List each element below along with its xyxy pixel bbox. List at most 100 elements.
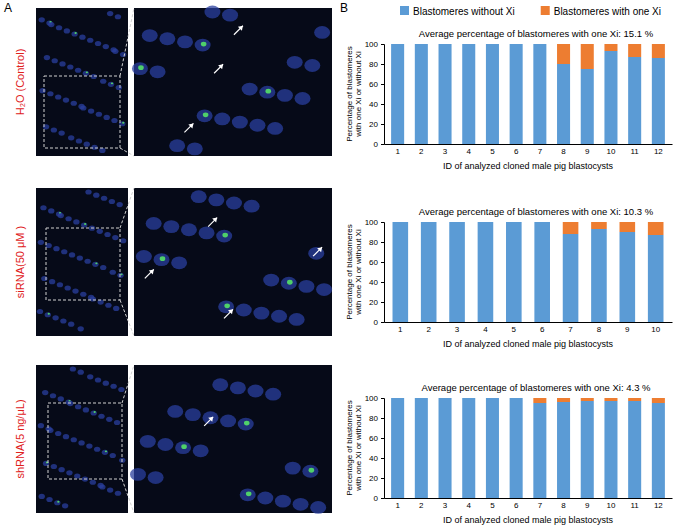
- nucleus: [97, 229, 103, 234]
- nucleus: [74, 473, 80, 478]
- nucleus: [110, 384, 116, 389]
- nucleus: [105, 303, 111, 308]
- nucleus: [191, 190, 207, 203]
- bar: [557, 398, 570, 402]
- x-tick-group: 9: [625, 322, 630, 334]
- bar: [591, 229, 607, 322]
- nucleus: [72, 289, 78, 294]
- bar: [620, 232, 636, 322]
- chart-title: Average percentage of blastomeres with o…: [419, 206, 654, 217]
- bar: [439, 44, 452, 144]
- bar: [486, 44, 499, 45]
- y-tick-label: 100: [365, 40, 379, 49]
- x-tick-label: 7: [538, 501, 543, 510]
- nucleus: [117, 273, 123, 278]
- x-tick-label: 5: [490, 147, 495, 156]
- bar: [449, 222, 465, 223]
- zoom-connector: [120, 148, 134, 156]
- y-tick-group: 40: [369, 278, 384, 287]
- x-tick-label: 11: [631, 501, 640, 510]
- x-tick-label: 12: [654, 501, 663, 510]
- nucleus: [226, 197, 242, 210]
- x-tick-label: 5: [512, 325, 517, 334]
- arrow-head: [149, 269, 154, 274]
- nucleus: [62, 503, 68, 508]
- zoom-connector: [120, 8, 134, 76]
- nucleus: [39, 494, 45, 499]
- arrow-head: [208, 417, 213, 422]
- nucleus: [84, 142, 90, 147]
- nucleus: [90, 410, 96, 415]
- bar: [591, 222, 607, 229]
- nucleus: [87, 38, 93, 43]
- nucleus: [59, 61, 65, 66]
- bar: [648, 235, 664, 322]
- nucleus: [95, 377, 101, 382]
- y-tick-label: 60: [369, 258, 378, 267]
- zoom-connector: [120, 188, 134, 228]
- nucleus: [116, 85, 122, 90]
- y-tick-label: 0: [374, 140, 379, 149]
- bar: [391, 398, 404, 399]
- x-tick-group: 7: [538, 144, 543, 156]
- x-axis-line: [385, 498, 673, 499]
- nucleus: [214, 113, 230, 126]
- nucleus: [65, 216, 71, 221]
- arrow: [224, 309, 233, 318]
- figure: ABH₂O (Control)siRNA(50 μM )shRNA(5 ng/μ…: [0, 0, 679, 531]
- x-tick-label: 6: [514, 147, 519, 156]
- nucleus: [94, 447, 100, 452]
- y-tick: [381, 302, 384, 303]
- nucleus: [316, 283, 332, 296]
- x-tick-label: 7: [568, 325, 573, 334]
- nucleus: [58, 396, 64, 401]
- x-tick-group: 6: [540, 322, 545, 334]
- nucleus: [51, 464, 57, 469]
- y-tick-group: 20: [369, 474, 384, 483]
- y-axis-title-line: Percentage of blastomeres: [345, 46, 354, 142]
- nucleus: [80, 292, 86, 297]
- nucleus: [118, 387, 124, 392]
- y-tick: [381, 282, 384, 283]
- micrograph-zoom: [134, 365, 332, 513]
- nucleus: [40, 205, 46, 210]
- nucleus: [103, 115, 109, 120]
- chart-title: Average percentage of blastomeres with o…: [421, 382, 651, 393]
- nucleus: [287, 56, 303, 69]
- arrow-head: [188, 123, 193, 128]
- nucleus: [308, 247, 324, 260]
- x-tick-group: 3: [443, 498, 448, 510]
- nucleus: [39, 17, 45, 22]
- arrow: [204, 417, 213, 426]
- x-axis-title: ID of analyzed cloned male pig blastocys…: [443, 161, 614, 171]
- nucleus: [295, 92, 311, 105]
- y-tick-label: 40: [369, 278, 378, 287]
- xi-signal: [84, 223, 86, 225]
- nucleus: [66, 470, 72, 475]
- x-tick-label: 5: [490, 501, 495, 510]
- xi-signal: [244, 421, 250, 426]
- nucleus: [52, 315, 58, 320]
- bar: [604, 44, 617, 51]
- x-tick-group: 9: [585, 498, 590, 510]
- xi-signal: [57, 501, 59, 503]
- bar: [652, 403, 665, 498]
- xi-signal: [111, 82, 113, 84]
- micrograph: [36, 8, 128, 156]
- xi-signal: [265, 89, 271, 94]
- nucleus: [100, 79, 106, 84]
- nucleus: [90, 480, 96, 485]
- y-axis: 020406080100: [365, 218, 385, 327]
- nucleus: [185, 408, 201, 421]
- bar: [462, 44, 475, 144]
- x-tick-label: 4: [483, 325, 488, 334]
- micrograph-zoom: [134, 188, 332, 336]
- nucleus: [107, 11, 113, 16]
- bars: [391, 44, 665, 144]
- zoom-connector: [120, 300, 134, 336]
- nucleus: [115, 491, 121, 496]
- x-tick-label: 8: [561, 501, 566, 510]
- nucleus: [265, 388, 281, 401]
- x-tick-label: 9: [625, 325, 630, 334]
- nucleus: [58, 131, 64, 136]
